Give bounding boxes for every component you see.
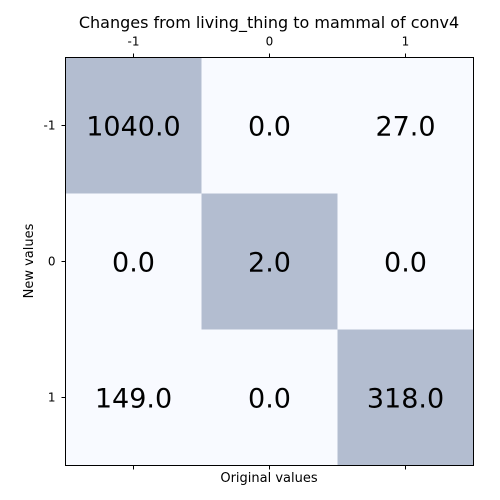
y-tick-label: 0 — [48, 255, 56, 269]
cell-value-label: 27.0 — [375, 112, 435, 143]
y-axis-label: New values — [22, 223, 37, 298]
heatmap-cell — [65, 329, 202, 466]
x-axis-label: Original values — [220, 471, 318, 486]
heatmap-cell — [65, 57, 202, 194]
x-tick-label: 1 — [402, 35, 410, 49]
cell-value-label: 0.0 — [248, 112, 291, 143]
cell-value-label: 0.0 — [384, 248, 427, 279]
heatmap-cell — [65, 193, 202, 330]
heatmap-cell — [337, 329, 474, 466]
y-tick-label: 1 — [48, 391, 56, 405]
chart-title: Changes from living_thing to mammal of c… — [79, 13, 459, 33]
y-tick-label: -1 — [44, 119, 56, 133]
x-tick-label: -1 — [128, 35, 140, 49]
cell-value-label: 0.0 — [248, 384, 291, 415]
cells-layer — [65, 57, 474, 466]
heatmap-cell — [201, 193, 338, 330]
cell-value-label: 318.0 — [367, 384, 444, 415]
ticks-layer: -1 0 1 -1 0 1 — [44, 35, 410, 470]
cell-value-label: 1040.0 — [86, 112, 180, 143]
x-tick-label: 0 — [266, 35, 274, 49]
cell-value-label: 149.0 — [95, 384, 172, 415]
heatmap-cell — [337, 57, 474, 194]
cell-value-label: 0.0 — [112, 248, 155, 279]
cell-value-label: 2.0 — [248, 248, 291, 279]
heatmap-cell — [201, 329, 338, 466]
heatmap-cell — [337, 193, 474, 330]
cell-labels-layer: 1040.0 0.0 27.0 0.0 2.0 0.0 149.0 0.0 318.0 — [86, 112, 444, 415]
heatmap-cell — [201, 57, 338, 194]
